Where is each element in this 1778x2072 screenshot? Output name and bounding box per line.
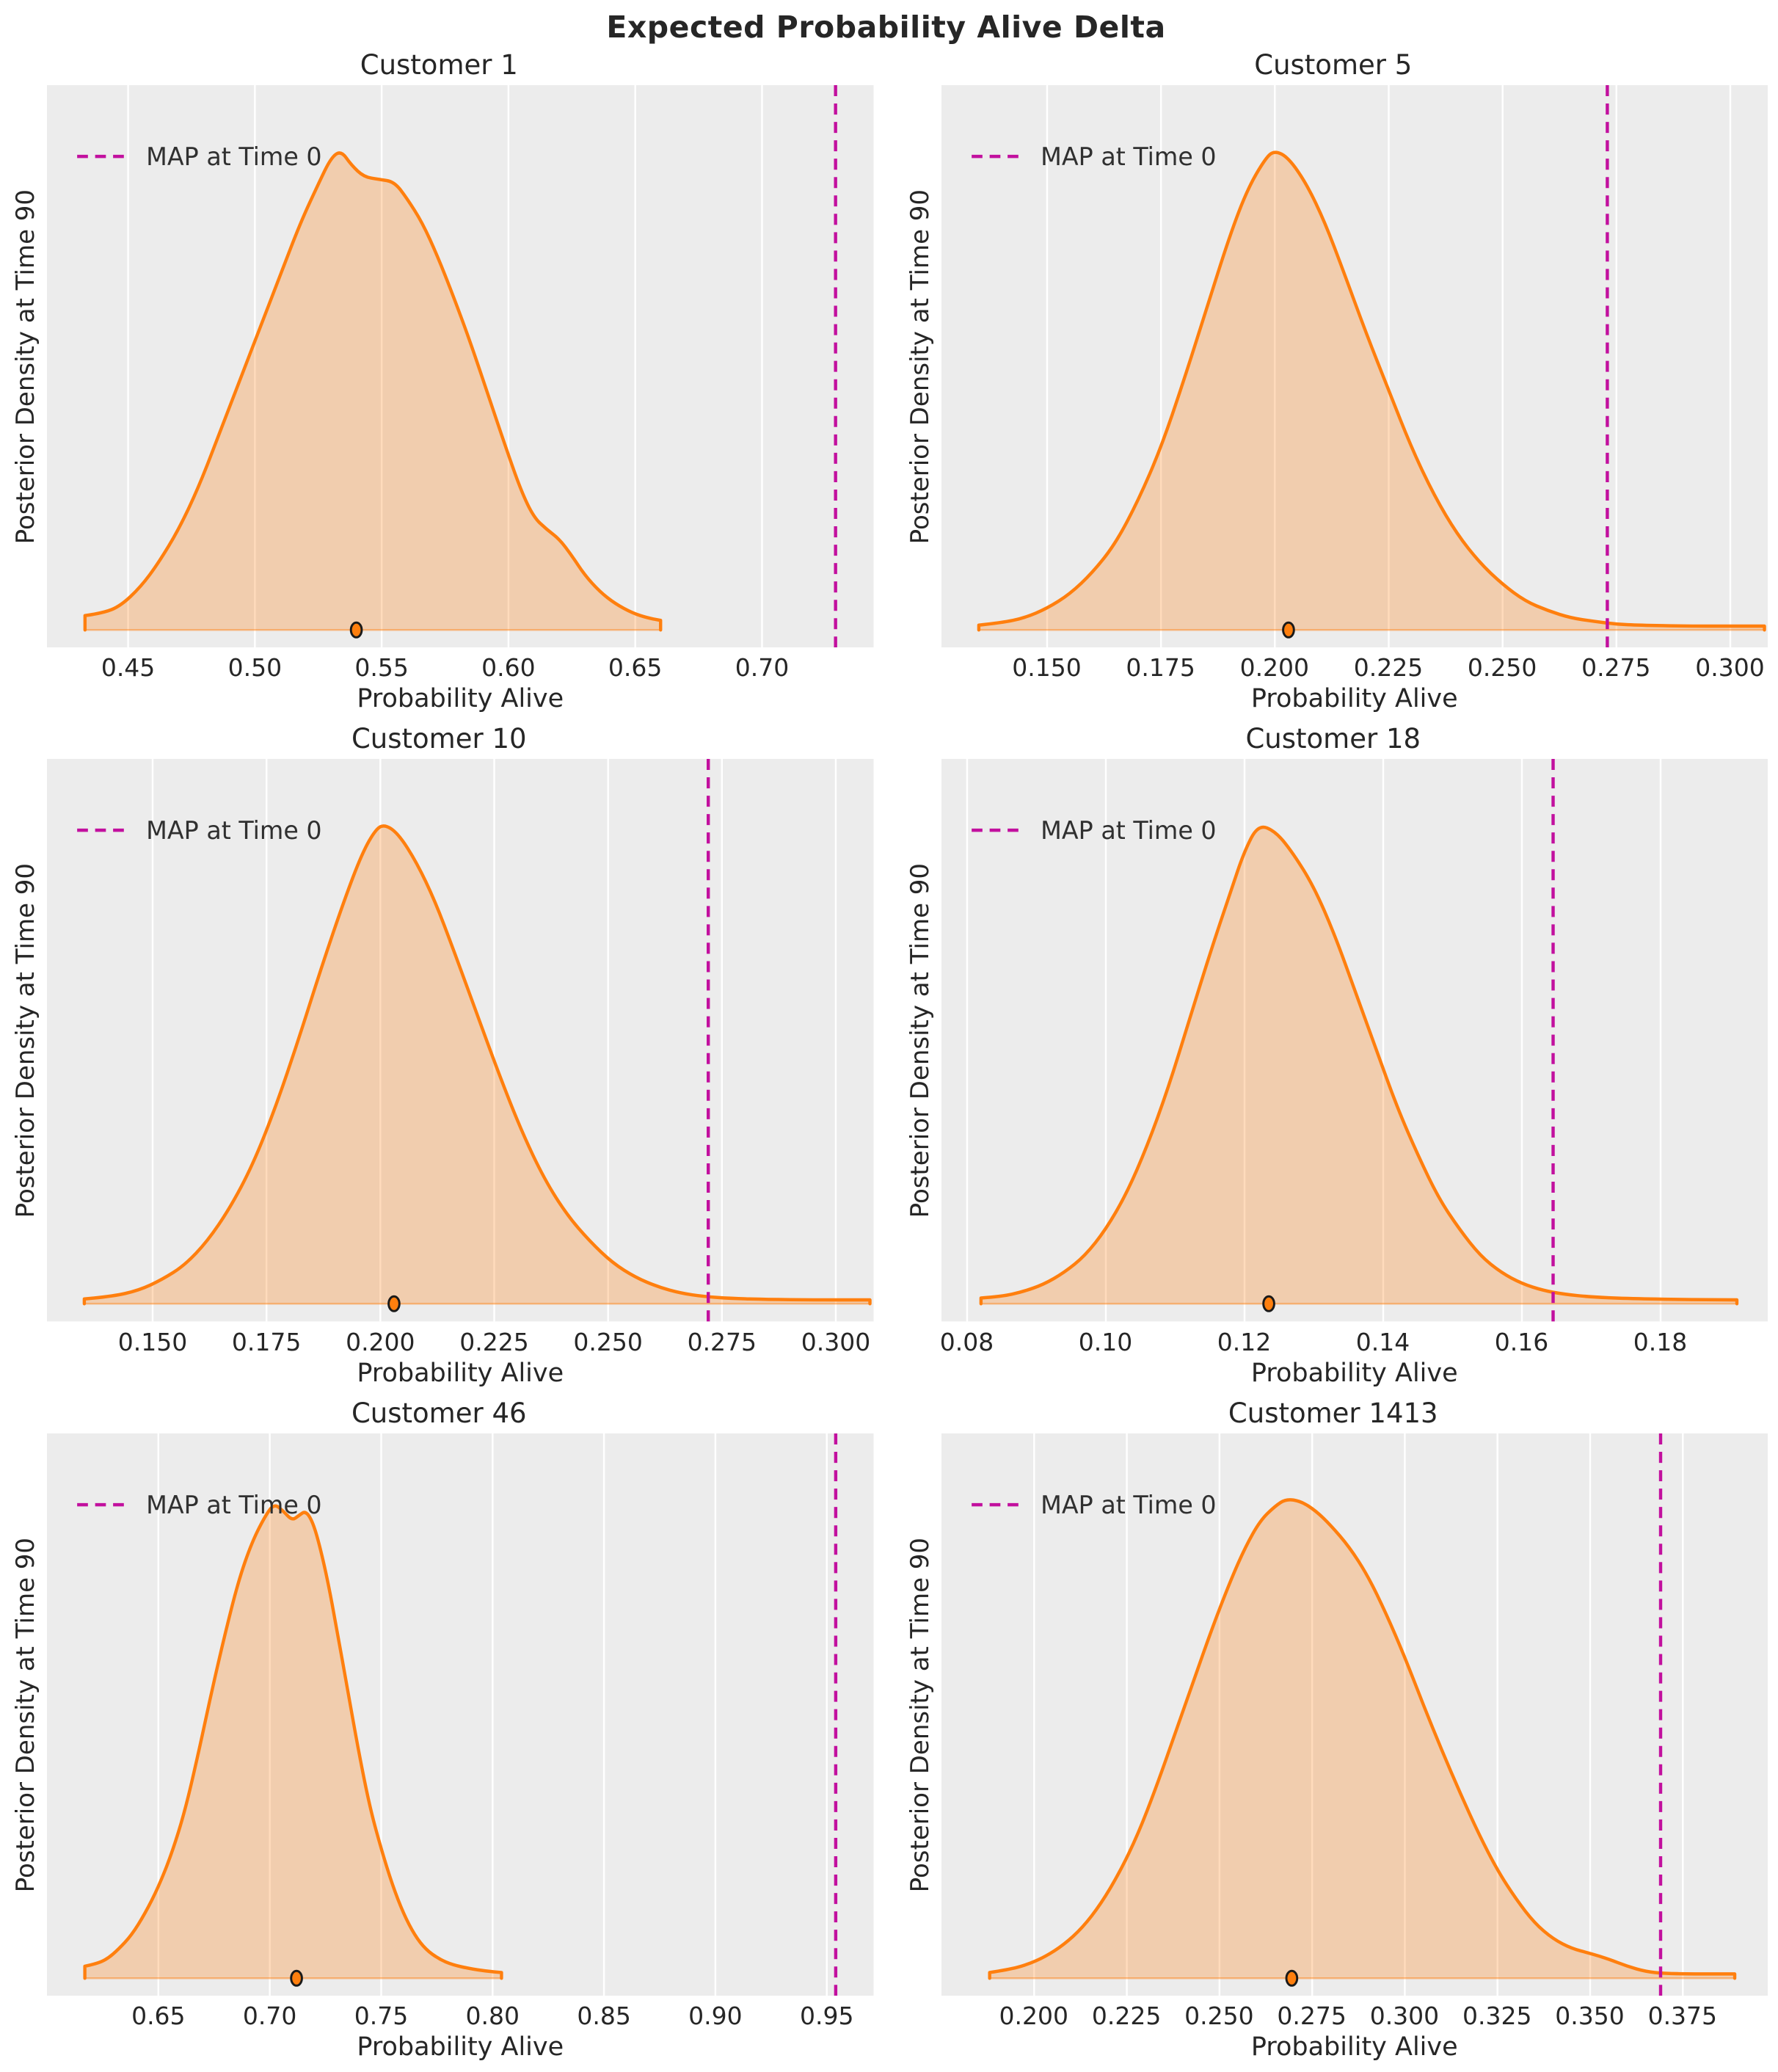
x-tick-label: 0.325 bbox=[1462, 2001, 1532, 2030]
subplot-customer-5: Customer 5 Posterior Density at Time 90 … bbox=[899, 47, 1768, 719]
subplot-title: Customer 46 bbox=[351, 1397, 527, 1429]
x-axis-label: Probability Alive bbox=[357, 684, 564, 714]
x-tick-label: 0.225 bbox=[1353, 653, 1424, 683]
y-axis-label: Posterior Density at Time 90 bbox=[11, 1537, 40, 1892]
legend-label: MAP at Time 0 bbox=[1041, 816, 1216, 845]
x-tick-labels: 0.200 0.225 0.250 0.275 0.300 0.325 0.350 0.375 bbox=[941, 1996, 1768, 2031]
y-axis-label: Posterior Density at Time 90 bbox=[11, 189, 40, 544]
x-tick-label: 0.300 bbox=[1369, 2001, 1440, 2030]
x-tick-label: 0.150 bbox=[117, 1327, 188, 1356]
legend-label: MAP at Time 0 bbox=[146, 816, 321, 845]
kde-plot: MAP at Time 0 bbox=[47, 85, 874, 648]
x-tick-label: 0.200 bbox=[999, 2001, 1069, 2030]
x-tick-label: 0.275 bbox=[1581, 653, 1651, 683]
subplot-customer-46: Customer 46 Posterior Density at Time 90… bbox=[4, 1395, 874, 2068]
x-tick-label: 0.70 bbox=[735, 653, 790, 683]
x-tick-label: 0.175 bbox=[1126, 653, 1195, 683]
x-tick-label: 0.12 bbox=[1217, 1327, 1272, 1356]
x-tick-label: 0.250 bbox=[1467, 653, 1537, 683]
x-tick-label: 0.95 bbox=[799, 2001, 854, 2030]
x-axis-label: Probability Alive bbox=[1250, 1358, 1458, 1388]
kde-plot: MAP at Time 0 bbox=[941, 759, 1768, 1322]
x-tick-labels: 0.150 0.175 0.200 0.225 0.250 0.275 0.300 bbox=[941, 647, 1768, 683]
kde-plot: MAP at Time 0 bbox=[941, 1433, 1768, 1996]
x-tick-label: 0.275 bbox=[1277, 2001, 1347, 2030]
x-tick-label: 0.65 bbox=[131, 2001, 186, 2030]
y-axis-label: Posterior Density at Time 90 bbox=[11, 862, 40, 1218]
x-tick-label: 0.55 bbox=[354, 653, 409, 683]
x-tick-label: 0.14 bbox=[1355, 1327, 1410, 1356]
plot-area: MAP at Time 0 bbox=[941, 759, 1768, 1322]
x-axis-label: Probability Alive bbox=[1250, 2032, 1458, 2062]
legend-label: MAP at Time 0 bbox=[146, 1491, 321, 1519]
subplot-customer-18: Customer 18 Posterior Density at Time 90… bbox=[899, 721, 1768, 1393]
y-axis-label: Posterior Density at Time 90 bbox=[905, 189, 935, 544]
x-tick-labels: 0.150 0.175 0.200 0.225 0.250 0.275 0.300 bbox=[47, 1322, 874, 1357]
x-tick-label: 0.200 bbox=[1239, 653, 1310, 683]
x-tick-label: 0.45 bbox=[101, 653, 156, 683]
x-tick-label: 0.70 bbox=[242, 2001, 297, 2030]
subplot-title: Customer 18 bbox=[1245, 723, 1421, 755]
x-tick-labels: 0.45 0.50 0.55 0.60 0.65 0.70 bbox=[47, 647, 874, 683]
x-tick-label: 0.85 bbox=[577, 2001, 631, 2030]
plot-area: MAP at Time 0 bbox=[941, 85, 1768, 648]
legend-label: MAP at Time 0 bbox=[1041, 142, 1216, 171]
plot-area: MAP at Time 0 bbox=[47, 85, 874, 648]
x-axis-label: Probability Alive bbox=[357, 1358, 564, 1388]
subplot-customer-10: Customer 10 Posterior Density at Time 90… bbox=[4, 721, 874, 1393]
kde-plot: MAP at Time 0 bbox=[47, 1433, 874, 1996]
x-tick-label: 0.50 bbox=[227, 653, 283, 683]
plot-area: MAP at Time 0 bbox=[47, 1433, 874, 1996]
y-axis-label: Posterior Density at Time 90 bbox=[905, 1537, 935, 1892]
plot-area: MAP at Time 0 bbox=[941, 1433, 1768, 1996]
x-tick-label: 0.90 bbox=[688, 2001, 743, 2030]
figure-title: Expected Probability Alive Delta bbox=[606, 10, 1166, 45]
kde-plot: MAP at Time 0 bbox=[941, 85, 1768, 648]
legend-label: MAP at Time 0 bbox=[146, 142, 321, 171]
x-tick-label: 0.225 bbox=[1091, 2001, 1162, 2030]
subplot-customer-1413: Customer 1413 Posterior Density at Time … bbox=[899, 1395, 1768, 2068]
x-tick-labels: 0.65 0.70 0.75 0.80 0.85 0.90 0.95 bbox=[47, 1996, 874, 2031]
plot-area: MAP at Time 0 bbox=[47, 759, 874, 1322]
x-tick-label: 0.225 bbox=[459, 1327, 529, 1356]
subplot-title: Customer 1 bbox=[360, 49, 518, 81]
x-tick-label: 0.150 bbox=[1012, 653, 1082, 683]
x-tick-label: 0.18 bbox=[1633, 1327, 1688, 1356]
x-axis-label: Probability Alive bbox=[357, 2032, 564, 2062]
x-tick-label: 0.350 bbox=[1555, 2001, 1625, 2030]
x-tick-label: 0.375 bbox=[1647, 2001, 1718, 2030]
x-tick-label: 0.200 bbox=[346, 1327, 415, 1356]
subplot-title: Customer 1413 bbox=[1228, 1397, 1438, 1429]
x-tick-label: 0.80 bbox=[465, 2001, 520, 2030]
x-axis-label: Probability Alive bbox=[1250, 684, 1458, 714]
x-tick-label: 0.10 bbox=[1078, 1327, 1133, 1356]
x-tick-label: 0.16 bbox=[1494, 1327, 1549, 1356]
subplot-title: Customer 5 bbox=[1254, 49, 1413, 81]
y-axis-label: Posterior Density at Time 90 bbox=[905, 862, 935, 1218]
x-tick-label: 0.250 bbox=[573, 1327, 643, 1356]
subplot-customer-1: Customer 1 Posterior Density at Time 90 … bbox=[4, 47, 874, 719]
x-tick-label: 0.60 bbox=[481, 653, 536, 683]
x-tick-label: 0.300 bbox=[1695, 653, 1765, 683]
x-tick-label: 0.65 bbox=[608, 653, 663, 683]
legend-label: MAP at Time 0 bbox=[1041, 1491, 1216, 1519]
subplot-title: Customer 10 bbox=[351, 723, 527, 755]
subplot-grid: Customer 1 Posterior Density at Time 90 … bbox=[4, 47, 1768, 2068]
x-tick-label: 0.75 bbox=[354, 2001, 409, 2030]
x-tick-label: 0.275 bbox=[687, 1327, 757, 1356]
x-tick-label: 0.175 bbox=[231, 1327, 302, 1356]
kde-plot: MAP at Time 0 bbox=[47, 759, 874, 1322]
x-tick-label: 0.250 bbox=[1184, 2001, 1254, 2030]
x-tick-label: 0.300 bbox=[801, 1327, 871, 1356]
x-tick-label: 0.08 bbox=[939, 1327, 994, 1356]
x-tick-labels: 0.08 0.10 0.12 0.14 0.16 0.18 bbox=[939, 1322, 1768, 1357]
